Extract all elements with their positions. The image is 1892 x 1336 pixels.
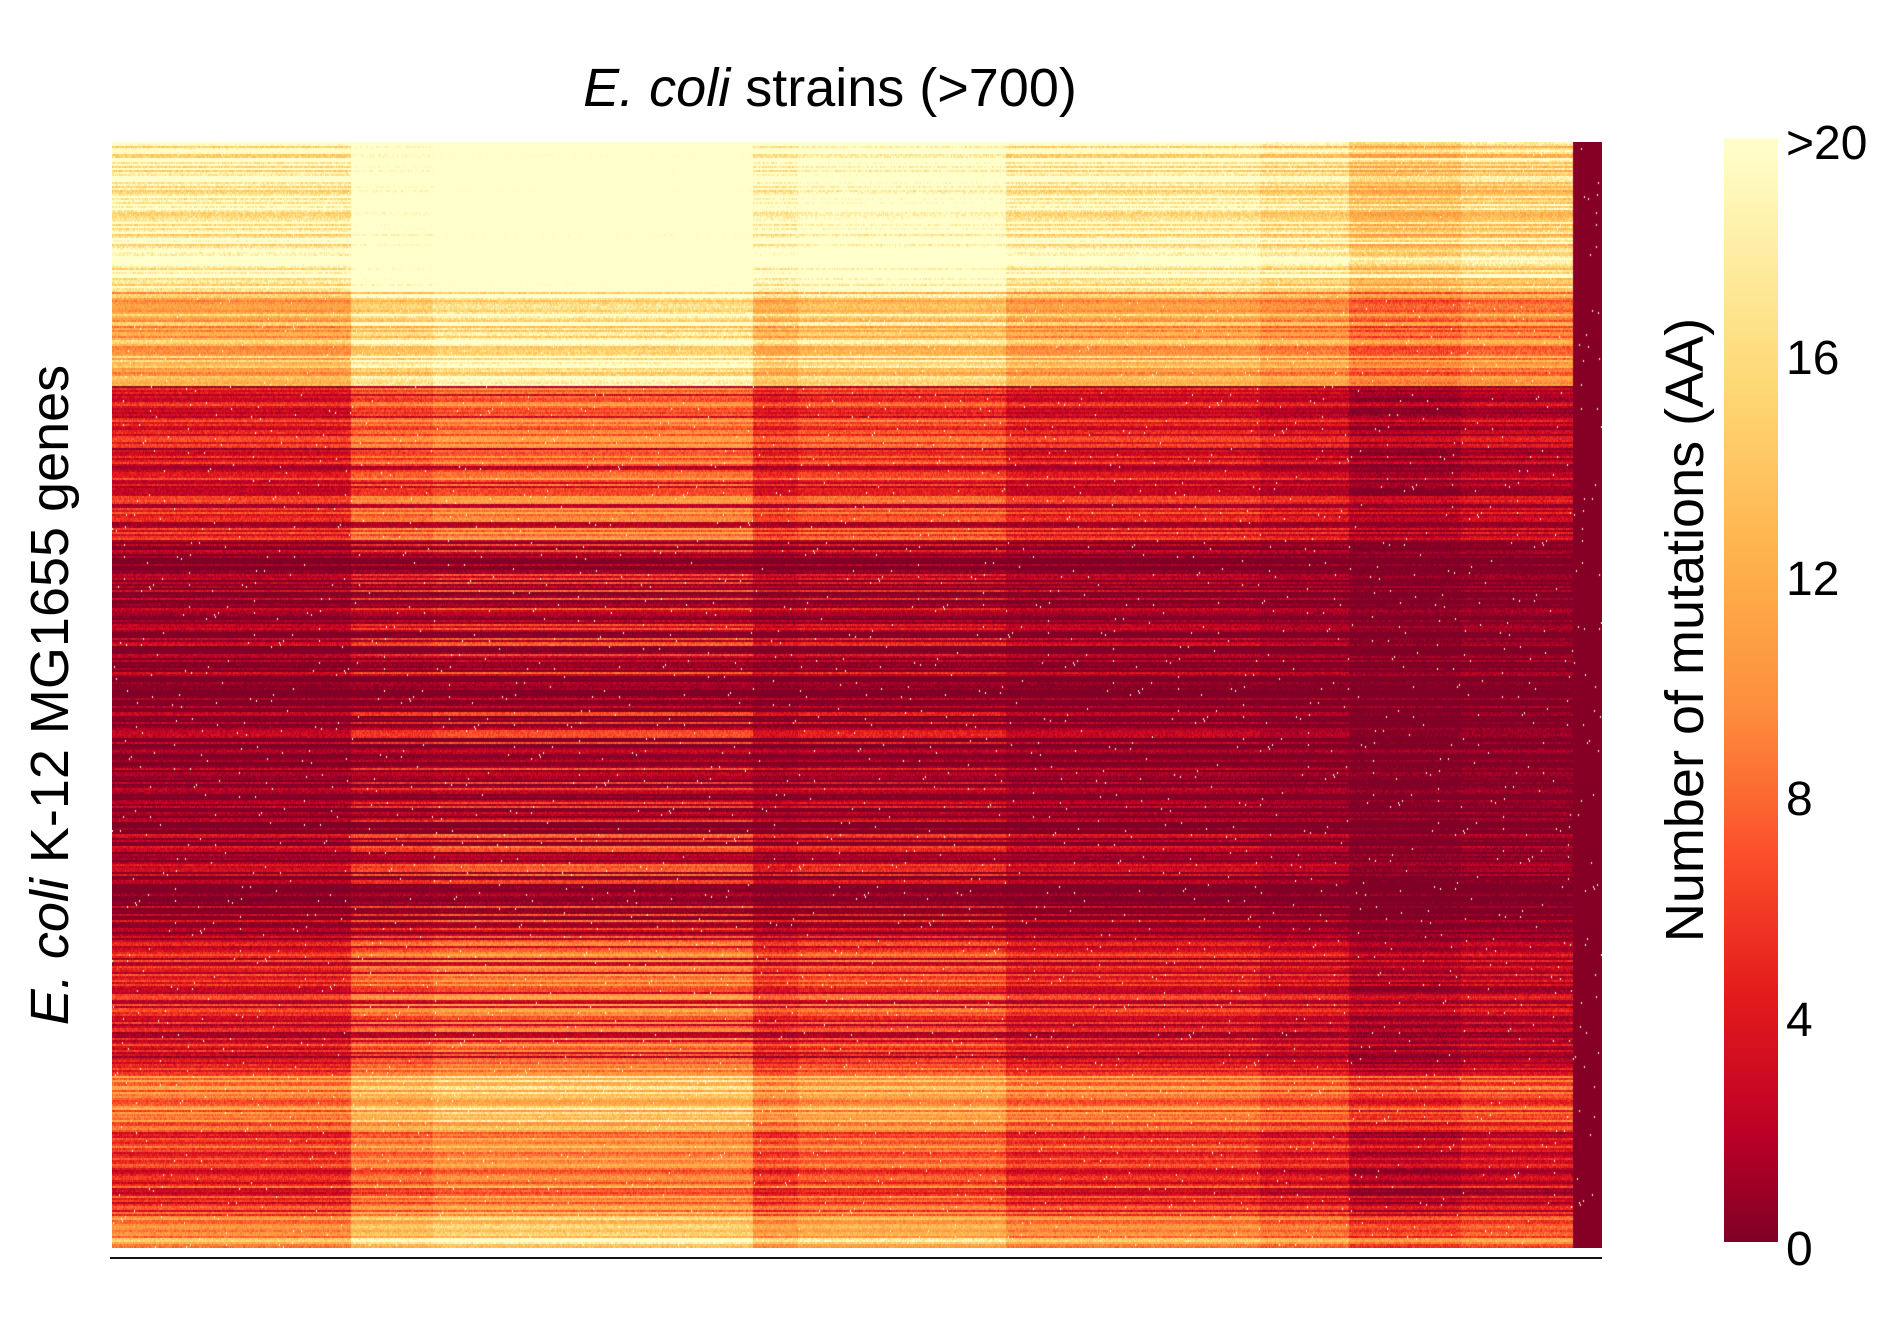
colorbar bbox=[1724, 138, 1778, 1242]
x-axis-line bbox=[110, 1257, 1602, 1259]
y-axis-label-italic: E. coli bbox=[20, 878, 80, 1026]
y-axis-label: E. coli K-12 MG1655 genes bbox=[20, 365, 80, 1025]
colorbar-label: Number of mutations (AA) bbox=[1655, 317, 1715, 943]
colorbar-tick-label: 8 bbox=[1786, 773, 1813, 827]
colorbar-tick-label: 12 bbox=[1786, 552, 1840, 606]
heatmap-grid bbox=[112, 142, 1602, 1248]
chart-title-italic: E. coli bbox=[583, 58, 731, 118]
colorbar-tick-label: 0 bbox=[1786, 1223, 1813, 1276]
chart-title: E. coli strains (>700) bbox=[0, 56, 1660, 120]
colorbar-tick-label: 4 bbox=[1786, 994, 1813, 1048]
colorbar-tick-label: >20 bbox=[1786, 117, 1868, 170]
y-axis-label-rest: K-12 MG1655 genes bbox=[20, 364, 80, 879]
colorbar-tick-label: 16 bbox=[1786, 331, 1840, 385]
chart-title-rest: strains (>700) bbox=[730, 58, 1077, 118]
